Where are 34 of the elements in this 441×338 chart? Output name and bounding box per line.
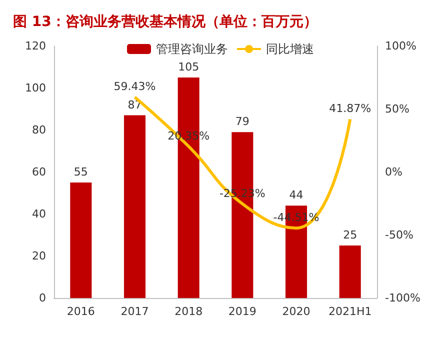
data-label: 55 [74,166,88,178]
data-label: 79 [235,115,250,128]
bar [124,115,146,298]
x-tick-label: 2018 [174,305,203,318]
y2-tick-label: 0% [385,166,402,178]
y-tick-label: 120 [25,40,46,52]
y2-tick-label: 50% [385,102,410,116]
y-tick-label: 80 [32,124,46,136]
x-tick-label: 2020 [282,305,310,318]
data-label: 59.43% [114,80,156,94]
data-label: 41.87% [329,102,372,116]
data-label: 44 [289,188,304,202]
y-tick-label: 40 [32,208,46,220]
x-tick-label: 2016 [66,305,95,318]
data-label: 20.35% [168,129,210,142]
y-tick-label: 20 [32,250,46,262]
bar [70,182,92,298]
data-label: 25 [343,228,358,242]
legend-label: 同比增速 [266,42,314,56]
data-label: 105 [178,60,200,74]
data-label: -44.51% [273,211,320,224]
y2-tick-label: -50% [385,228,414,242]
x-tick-label: 2019 [228,305,256,318]
y-tick-label: 60 [32,166,46,178]
bar [339,246,361,298]
data-label: -25.23% [219,186,266,200]
y2-tick-label: -100% [385,292,420,304]
x-tick-label: 2021H1 [328,305,372,318]
legend-label: 管理咨询业务 [156,42,228,56]
y-tick-label: 100 [25,82,46,94]
chart-title: 图 13：咨询业务营收基本情况（单位：百万元） [13,14,318,30]
y2-tick-label: 100% [385,40,416,52]
x-tick-label: 2017 [120,305,149,318]
y-tick-label: 0 [39,292,46,304]
